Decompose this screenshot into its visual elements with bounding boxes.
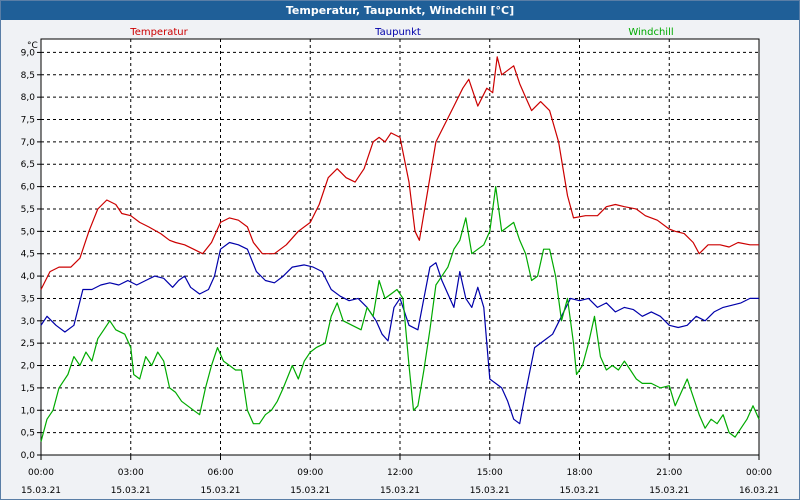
x-tick-date: 15.03.21 bbox=[380, 486, 420, 496]
y-tick-label: 0,5 bbox=[21, 429, 35, 439]
plot-area bbox=[40, 38, 760, 456]
x-tick-time: 15:00 bbox=[477, 468, 503, 478]
legend-windchill: Windchill bbox=[628, 27, 673, 38]
y-tick-label: 4,0 bbox=[21, 272, 36, 282]
x-tick-time: 12:00 bbox=[387, 468, 413, 478]
y-axis-unit: °C bbox=[27, 41, 38, 51]
y-tick-label: 3,5 bbox=[21, 294, 35, 304]
x-tick-date: 15.03.21 bbox=[200, 486, 240, 496]
y-tick-label: 8,0 bbox=[21, 93, 36, 103]
y-tick-label: 6,5 bbox=[21, 160, 35, 170]
x-tick-time: 00:00 bbox=[746, 468, 772, 478]
x-tick-time: 21:00 bbox=[656, 468, 682, 478]
x-tick-date: 16.03.21 bbox=[739, 486, 779, 496]
y-tick-label: 5,5 bbox=[21, 205, 35, 215]
series-line-windchill bbox=[40, 186, 760, 442]
x-tick-date: 15.03.21 bbox=[559, 486, 599, 496]
x-tick-time: 00:00 bbox=[28, 468, 54, 478]
x-tick-time: 03:00 bbox=[118, 468, 144, 478]
window-title: Temperatur, Taupunkt, Windchill [°C] bbox=[1, 1, 799, 20]
legend-temperatur: Temperatur bbox=[129, 27, 188, 38]
line-chart: 0,0 0,5 1,0 1,5 2,0 2,5 3,0 3,5 4,0 4,5 5,0 5,5 6,0 6… bbox=[21, 27, 779, 496]
y-tick-label: 3,0 bbox=[21, 317, 36, 327]
y-tick-label: 0,0 bbox=[21, 451, 36, 461]
y-axis: 0,0 0,5 1,0 1,5 2,0 2,5 3,0 3,5 4,0 4,5 5,0 5,5 6,0 6… bbox=[21, 48, 41, 461]
y-tick-label: 5,0 bbox=[21, 227, 36, 237]
y-tick-label: 6,0 bbox=[21, 183, 36, 193]
x-tick-date: 15.03.21 bbox=[649, 486, 689, 496]
x-tick-date: 15.03.21 bbox=[21, 486, 61, 496]
x-axis: 00:00 15.03.21 03:00 15.03.21 06:00 15.03.21 0… bbox=[21, 455, 779, 496]
y-tick-label: 8,5 bbox=[21, 71, 35, 81]
y-tick-label: 1,0 bbox=[21, 406, 36, 416]
x-tick-date: 15.03.21 bbox=[111, 486, 151, 496]
series-line-temperatur bbox=[40, 56, 759, 290]
x-tick-time: 06:00 bbox=[208, 468, 234, 478]
x-tick-date: 15.03.21 bbox=[470, 486, 510, 496]
y-tick-label: 4,5 bbox=[21, 250, 35, 260]
series-line-taupunkt bbox=[40, 241, 759, 425]
y-tick-label: 7,5 bbox=[21, 116, 35, 126]
x-tick-time: 09:00 bbox=[297, 468, 323, 478]
x-tick-date: 15.03.21 bbox=[290, 486, 330, 496]
y-tick-label: 7,0 bbox=[21, 138, 36, 148]
series-layer bbox=[40, 56, 760, 442]
x-tick-time: 18:00 bbox=[567, 468, 593, 478]
legend-taupunkt: Taupunkt bbox=[374, 27, 421, 38]
y-tick-label: 2,5 bbox=[21, 339, 35, 349]
y-tick-label: 2,0 bbox=[21, 362, 36, 372]
y-tick-label: 9,0 bbox=[21, 48, 36, 58]
y-tick-label: 1,5 bbox=[21, 384, 35, 394]
